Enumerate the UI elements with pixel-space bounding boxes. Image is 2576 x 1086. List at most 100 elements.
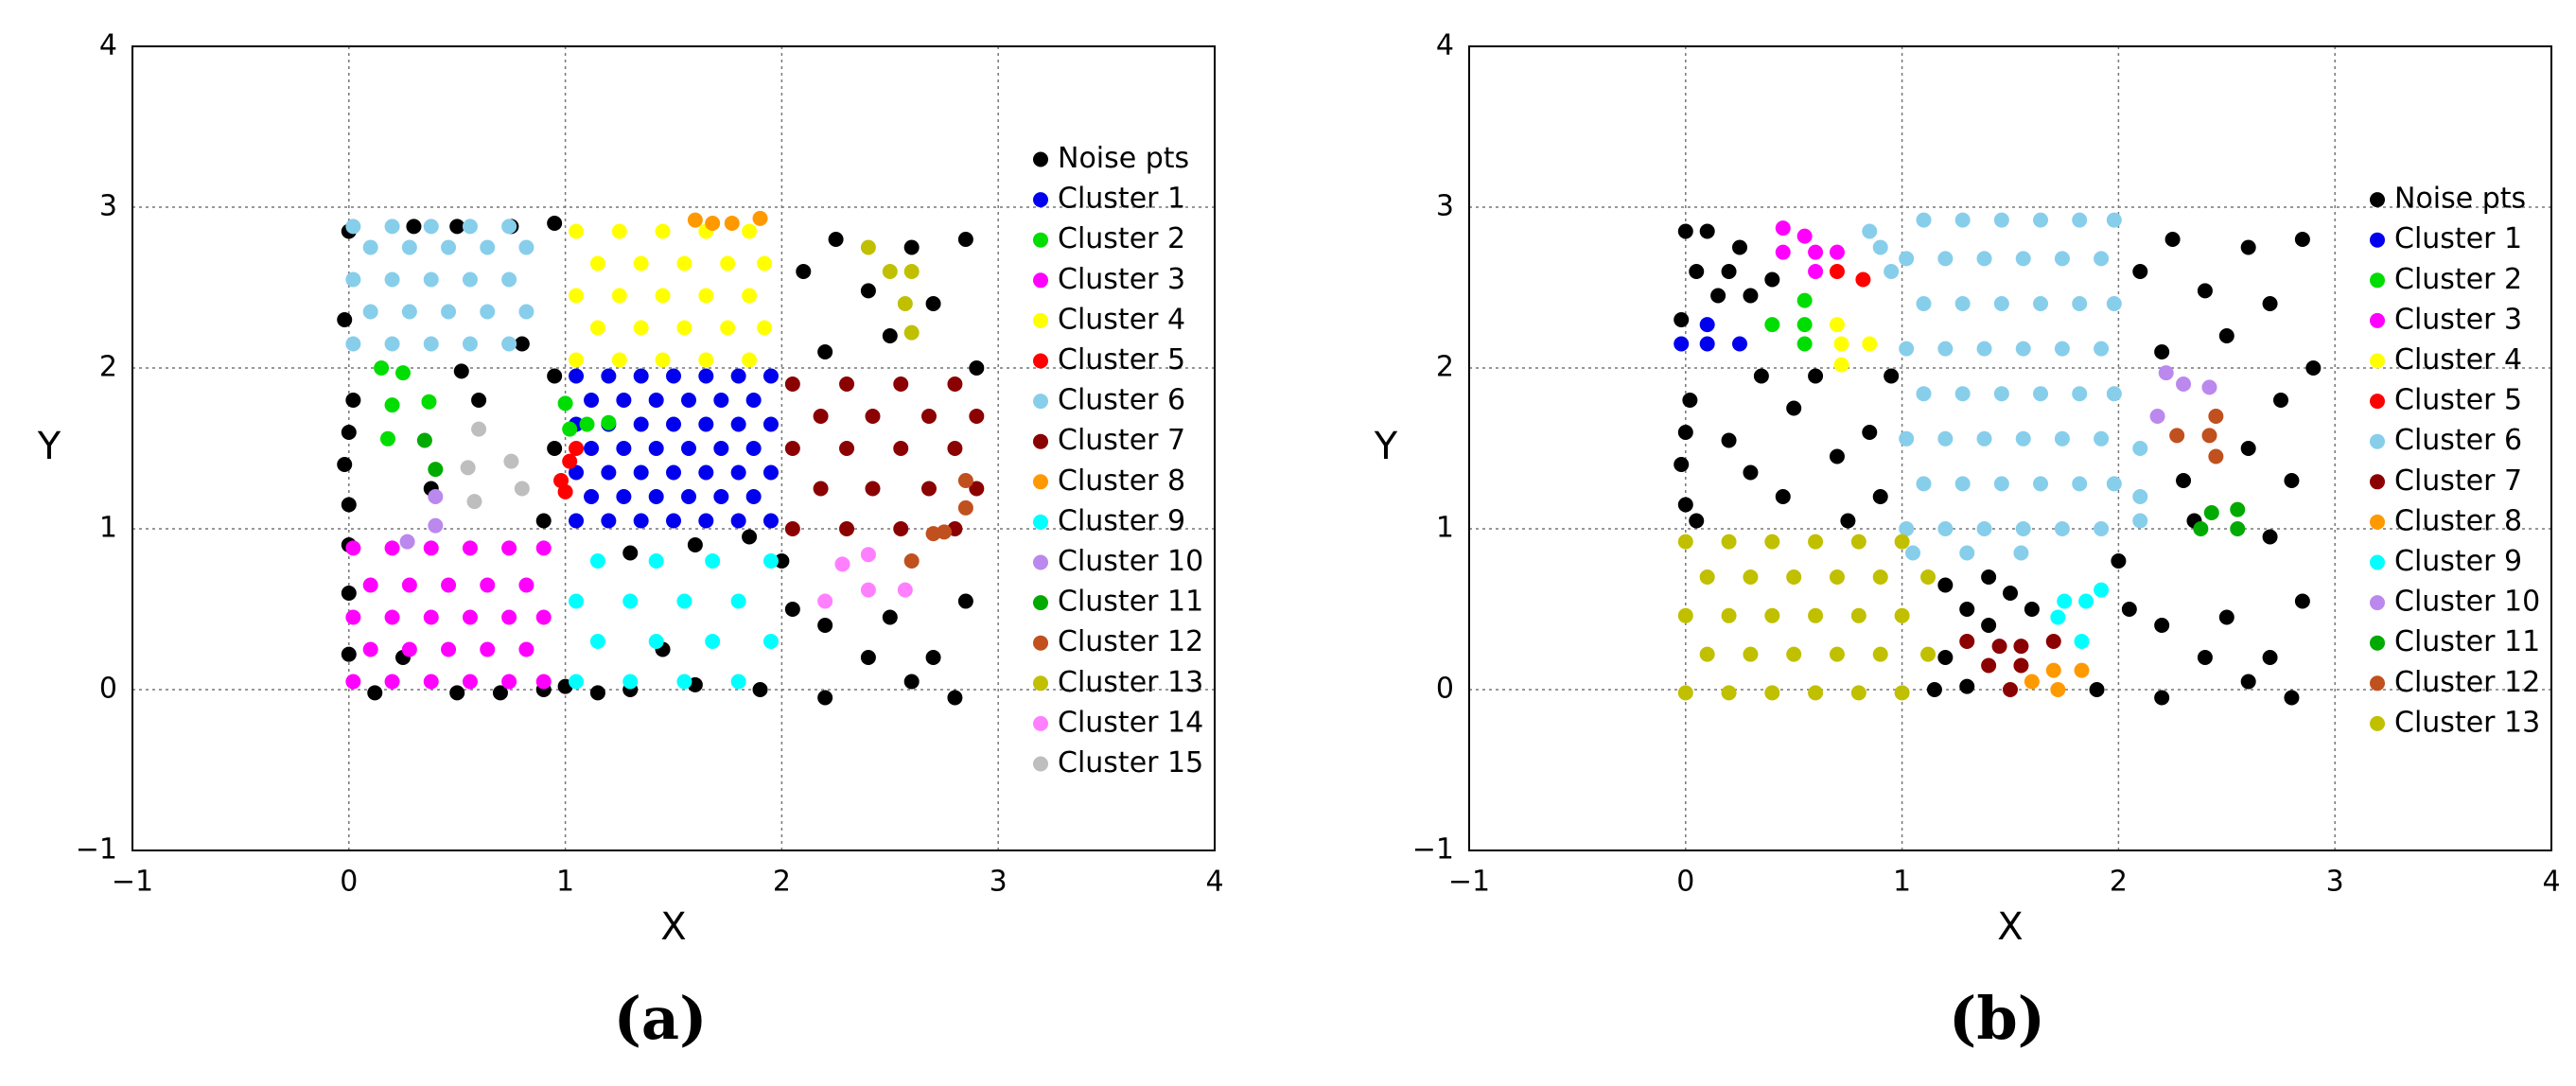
data-point [2208,409,2224,424]
data-point [562,421,578,437]
data-point [1862,336,1878,352]
data-point [1808,534,1824,550]
data-point [345,272,361,288]
data-point [2013,545,2029,561]
data-point [2240,441,2256,456]
data-point [648,489,664,504]
data-point [1916,476,1932,492]
y-tick-label: 2 [1436,351,1454,384]
data-point [757,320,773,336]
data-point [2015,251,2031,267]
data-point [1954,476,1971,492]
data-point [601,513,617,529]
data-point [655,223,671,239]
legend-label: Cluster 8 [2394,504,2522,537]
data-point [705,553,721,569]
data-point [421,394,437,410]
plot-area [1469,46,2551,850]
x-tick-label: 2 [773,866,791,899]
data-point [2218,609,2234,625]
data-point [1699,336,1715,352]
data-point [1677,685,1693,701]
data-point [1981,657,1997,674]
data-point [2078,593,2094,609]
data-point [395,365,411,381]
x-tick-label: −1 [112,866,153,899]
legend-marker [1033,192,1048,208]
data-point [860,650,876,665]
y-tick-label: −1 [76,833,117,867]
legend-marker [1033,635,1048,651]
data-point [1872,646,1888,662]
data-point [1710,288,1726,304]
data-point [1764,317,1780,333]
data-point [713,489,729,504]
data-point [897,582,913,598]
data-point [557,395,573,412]
data-point [589,320,605,336]
data-point [2132,513,2148,529]
data-point [925,296,941,311]
data-point [341,646,357,662]
data-point [1677,223,1693,239]
data-point [745,489,762,504]
data-point [462,272,478,288]
data-point [1699,646,1715,662]
axes-frame [131,45,1216,851]
legend-label: Cluster 9 [2394,545,2522,578]
data-point [813,481,829,497]
data-point [2197,650,2213,665]
data-point [1959,545,1975,561]
data-point [969,360,985,376]
x-tick-label: 1 [556,866,574,899]
data-point [720,320,736,336]
data-point [666,513,681,529]
legend-label: Cluster 7 [2394,464,2522,498]
data-point [441,641,457,657]
data-point [2164,232,2181,247]
data-point [462,540,478,556]
data-point [2294,593,2310,609]
data-point [1753,368,1769,384]
data-point [2154,618,2170,633]
data-point [1840,513,1856,529]
axes-frame [1468,45,2552,851]
data-point [428,462,444,478]
data-point [1916,296,1932,311]
data-point [384,219,400,235]
data-point [2294,232,2310,247]
data-point [1732,239,1747,255]
legend-marker [2370,514,2385,530]
data-point [817,618,833,633]
data-point [2132,489,2148,504]
legend-label: Cluster 5 [1058,343,1185,377]
legend-label: Cluster 4 [2394,343,2522,377]
data-point [666,368,681,384]
data-point [1862,425,1878,440]
data-point [622,545,639,561]
data-point [2003,586,2018,601]
data-point [1682,393,1698,408]
data-point [1959,602,1975,617]
data-point [601,368,617,384]
data-point [1833,357,1849,373]
data-point [655,288,671,304]
data-point [698,464,714,481]
data-point [2284,473,2300,488]
data-point [903,324,920,341]
data-point [1899,251,1915,267]
data-point [920,409,937,424]
data-point [839,441,855,456]
data-point [1808,264,1824,279]
data-point [462,219,478,235]
data-point [796,264,812,279]
data-point [589,685,605,701]
plot-area [132,46,1215,850]
legend-label: Cluster 3 [1058,263,1185,296]
data-point [2176,377,2192,392]
data-point [1721,607,1737,623]
data-point [569,352,585,368]
data-point [1796,336,1813,352]
x-axis-label: X [1997,905,2023,949]
data-point [1937,650,1954,665]
